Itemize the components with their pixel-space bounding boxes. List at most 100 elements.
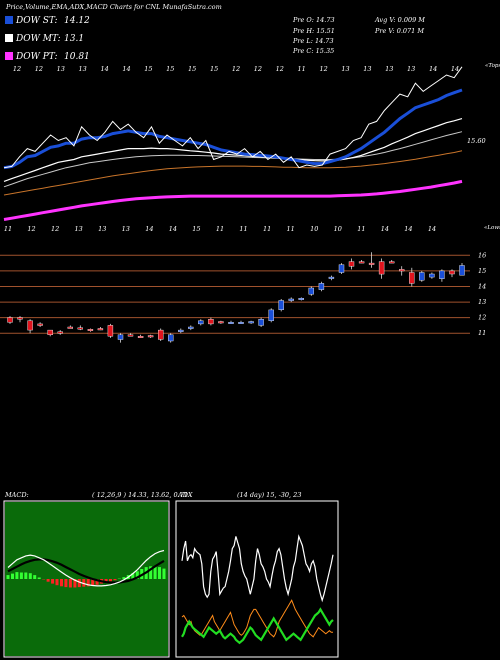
- candle-body: [208, 319, 214, 325]
- top-label: 14: [122, 65, 130, 73]
- bottom-label: 11: [287, 225, 295, 233]
- candle-body: [117, 334, 124, 340]
- macd-panel: [5, 502, 168, 656]
- stat-pre-volume: Pre V: 0.071 M: [374, 27, 424, 35]
- top-label: 15: [188, 65, 196, 73]
- stat-avg-volume: Avg V: 0.009 M: [374, 16, 425, 24]
- top-label: 13: [407, 65, 415, 73]
- candle-body: [27, 320, 33, 331]
- tops-tag: «Tops: [485, 63, 500, 69]
- top-label: 13: [79, 65, 87, 73]
- candle-body: [167, 334, 174, 342]
- top-label: 12: [232, 65, 240, 73]
- bottom-label: 12: [51, 225, 59, 233]
- legend-dow-pt: DOW PT: 10.81: [5, 52, 90, 62]
- price-tick-label: 13: [478, 298, 486, 306]
- candle-body: [228, 322, 234, 324]
- candle-body: [87, 329, 94, 331]
- price-stats: Pre O: 14.73 Pre H: 15.51 Pre L: 14.73 P…: [292, 16, 425, 55]
- candle-body: [77, 327, 84, 330]
- candle-body: [97, 328, 104, 331]
- top-label: 14: [100, 65, 108, 73]
- bottom-label: 11: [239, 225, 247, 233]
- ema-long-line: [3, 150, 463, 196]
- stat-pre-close: Pre C: 15.35: [292, 47, 334, 55]
- bottom-label: 14: [145, 225, 153, 233]
- legend-label-dow-mt: DOW MT:: [15, 34, 61, 44]
- legend-swatch-dow-mt: [5, 34, 13, 42]
- legend-value-dow-st: 14.12: [64, 16, 90, 26]
- bottom-label: 13: [98, 225, 106, 233]
- adx-green-line: [181, 607, 334, 645]
- price-tick-label: 11: [478, 329, 486, 337]
- dow-pt-line: [3, 179, 463, 221]
- candle-body: [178, 329, 184, 332]
- candle-body: [298, 298, 304, 300]
- macd-label: MACD:: [4, 491, 29, 499]
- bottom-label: 12: [27, 225, 35, 233]
- stat-pre-low: Pre L: 14.73: [292, 37, 334, 45]
- bottom-label: 11: [357, 225, 365, 233]
- legend-label-dow-st: DOW ST:: [15, 16, 58, 26]
- legend-value-dow-mt: 13.1: [64, 34, 84, 44]
- bottom-label: 15: [192, 225, 200, 233]
- top-label: 15: [144, 65, 152, 73]
- adx-white-line: [181, 534, 334, 603]
- candle-body: [449, 270, 455, 275]
- price-tick-label: 16: [478, 251, 486, 259]
- top-label: 12: [319, 65, 327, 73]
- adx-params: (14 day) 15, -30, 23: [237, 491, 301, 499]
- candle-body: [218, 321, 224, 324]
- candle-body: [348, 261, 355, 267]
- stat-pre-open: Pre O: 14.73: [292, 16, 335, 24]
- legend-value-dow-pt: 10.81: [64, 52, 90, 62]
- top-label: 14: [429, 65, 437, 73]
- candle-body: [238, 322, 244, 324]
- candle-body: [137, 336, 144, 338]
- candle-body: [358, 261, 365, 264]
- candle-body: [57, 331, 63, 334]
- candle-body: [17, 317, 23, 320]
- bottom-label: 10: [310, 225, 318, 233]
- candle-body: [368, 262, 375, 265]
- top-label: 14: [451, 65, 459, 73]
- top-label: 12: [13, 65, 21, 73]
- candle-body: [67, 326, 74, 329]
- candle-body: [268, 309, 274, 321]
- candle-body: [157, 329, 164, 340]
- top-label: 13: [385, 65, 393, 73]
- top-label: 11: [298, 65, 306, 73]
- bottom-label: 13: [122, 225, 130, 233]
- price-tick-label: 15: [478, 267, 486, 275]
- bottom-label: 14: [404, 225, 412, 233]
- adx-label: ADX: [177, 491, 193, 499]
- legend-swatch-dow-pt: [5, 52, 13, 60]
- top-label: 12: [254, 65, 262, 73]
- candle-panel: 16 15 14 13 12 11: [0, 251, 486, 343]
- candle-body: [419, 272, 425, 281]
- candle-body: [107, 325, 114, 337]
- candle-body: [278, 300, 284, 311]
- candle-body: [258, 319, 264, 326]
- candle-body: [328, 276, 335, 279]
- legend-label-dow-pt: DOW PT:: [15, 52, 57, 62]
- candle-body: [147, 335, 154, 338]
- lows-tag: «Lows: [484, 225, 500, 231]
- candle-body: [188, 326, 194, 329]
- candle-body: [127, 334, 134, 337]
- candle-body: [399, 269, 405, 272]
- top-label: 13: [341, 65, 349, 73]
- legend-swatch-dow-st: [5, 16, 13, 24]
- candle-body: [389, 261, 395, 264]
- candle-body: [248, 321, 254, 324]
- bottom-label: 14: [169, 225, 177, 233]
- top-label: 12: [276, 65, 284, 73]
- candle-body: [37, 323, 43, 326]
- bottom-label: 11: [4, 225, 12, 233]
- candle-body: [47, 329, 53, 336]
- stat-pre-high: Pre H: 15.51: [292, 27, 335, 35]
- macd-line: [7, 549, 165, 587]
- candle-body: [7, 317, 13, 323]
- top-label: 12: [35, 65, 43, 73]
